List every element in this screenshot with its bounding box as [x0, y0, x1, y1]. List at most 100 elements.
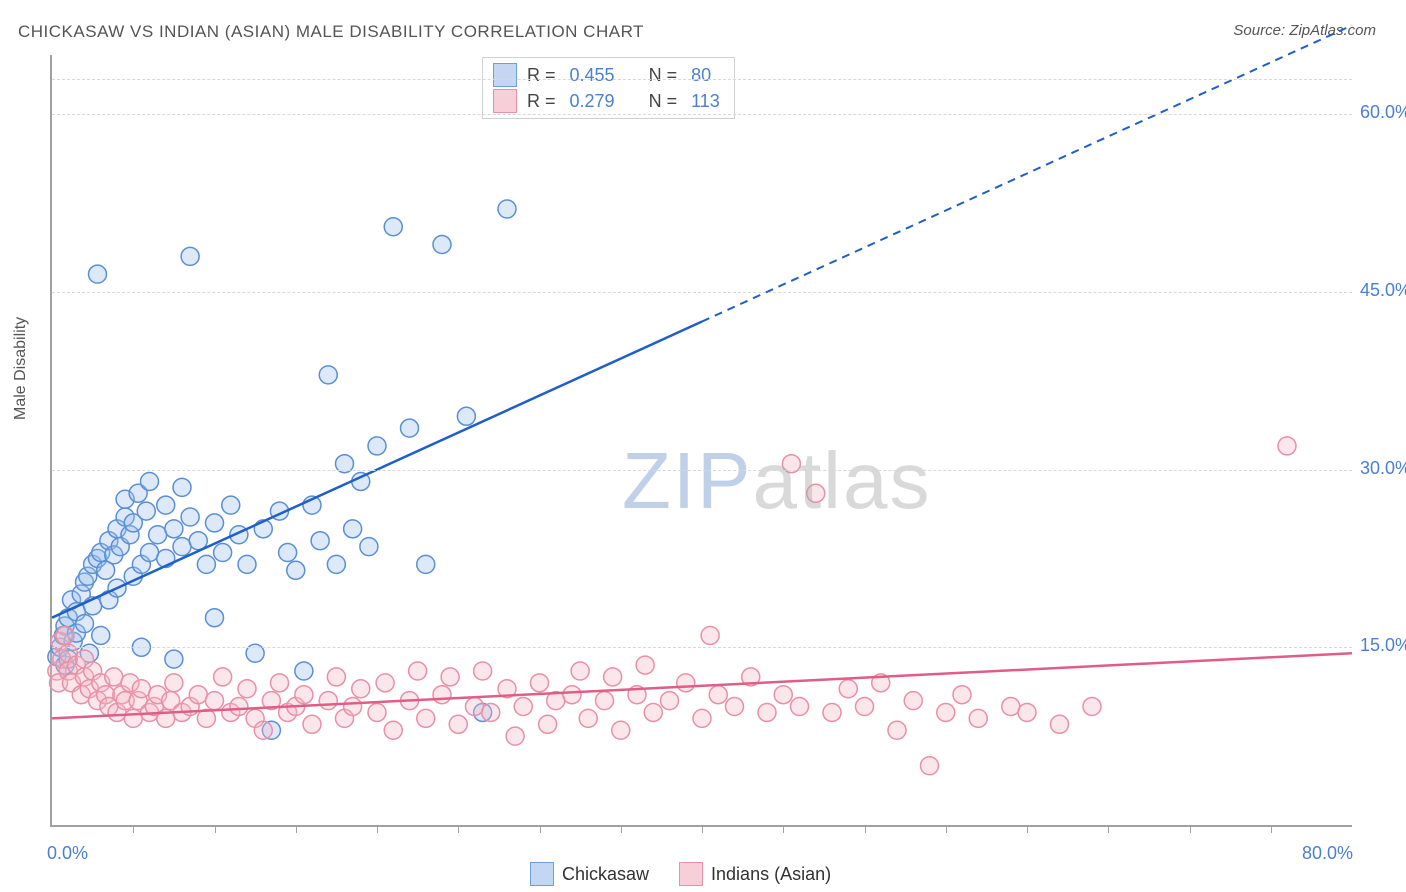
- scatter-point: [596, 692, 614, 710]
- scatter-point: [132, 680, 150, 698]
- scatter-point: [604, 668, 622, 686]
- scatter-point: [376, 674, 394, 692]
- scatter-point: [327, 555, 345, 573]
- scatter-point: [368, 437, 386, 455]
- scatter-point: [441, 668, 459, 686]
- scatter-point: [173, 538, 191, 556]
- scatter-point: [904, 692, 922, 710]
- scatter-point: [474, 662, 492, 680]
- scatter-point: [206, 514, 224, 532]
- scatter-point: [222, 496, 240, 514]
- scatter-point: [466, 698, 484, 716]
- scatter-point: [1278, 437, 1296, 455]
- n-label: N =: [649, 65, 678, 86]
- x-tick: [133, 825, 134, 833]
- scatter-point: [612, 721, 630, 739]
- n-value: 80: [691, 65, 711, 86]
- scatter-point: [165, 674, 183, 692]
- scatter-point: [1018, 703, 1036, 721]
- scatter-point: [319, 692, 337, 710]
- gridline: [52, 79, 1352, 80]
- scatter-point: [384, 721, 402, 739]
- scatter-point: [181, 247, 199, 265]
- bottom-legend: Chickasaw Indians (Asian): [530, 862, 831, 886]
- x-tick: [1190, 825, 1191, 833]
- scatter-point: [165, 650, 183, 668]
- scatter-point: [89, 265, 107, 283]
- scatter-point: [287, 561, 305, 579]
- gridline: [52, 292, 1352, 293]
- stat-legend: R = 0.455 N = 80R =0.279N =113: [482, 57, 735, 119]
- scatter-point: [327, 668, 345, 686]
- scatter-point: [661, 692, 679, 710]
- scatter-point: [449, 715, 467, 733]
- scatter-point: [433, 686, 451, 704]
- scatter-point: [506, 727, 524, 745]
- plot-svg: [52, 55, 1352, 825]
- scatter-point: [531, 674, 549, 692]
- scatter-point: [969, 709, 987, 727]
- scatter-point: [295, 662, 313, 680]
- scatter-point: [758, 703, 776, 721]
- legend-label: Indians (Asian): [711, 864, 831, 885]
- scatter-point: [92, 626, 110, 644]
- scatter-point: [197, 555, 215, 573]
- scatter-point: [384, 218, 402, 236]
- scatter-point: [319, 366, 337, 384]
- scatter-point: [141, 544, 159, 562]
- scatter-point: [173, 478, 191, 496]
- scatter-point: [214, 544, 232, 562]
- scatter-point: [482, 703, 500, 721]
- scatter-point: [165, 520, 183, 538]
- trend-line-dashed: [702, 25, 1352, 321]
- scatter-point: [937, 703, 955, 721]
- y-tick-label: 45.0%: [1360, 280, 1406, 301]
- scatter-point: [181, 508, 199, 526]
- scatter-point: [807, 484, 825, 502]
- scatter-point: [1002, 698, 1020, 716]
- scatter-point: [141, 472, 159, 490]
- scatter-point: [457, 407, 475, 425]
- x-tick: [621, 825, 622, 833]
- scatter-point: [368, 703, 386, 721]
- legend-swatch: [530, 862, 554, 886]
- scatter-point: [271, 674, 289, 692]
- scatter-point: [124, 709, 142, 727]
- scatter-point: [636, 656, 654, 674]
- scatter-point: [921, 757, 939, 775]
- legend-label: Chickasaw: [562, 864, 649, 885]
- r-label: R =: [527, 65, 556, 86]
- r-value: 0.455: [570, 65, 615, 86]
- legend-item: Indians (Asian): [679, 862, 831, 886]
- legend-item: Chickasaw: [530, 862, 649, 886]
- legend-swatch: [493, 63, 517, 87]
- scatter-point: [238, 555, 256, 573]
- x-tick: [1108, 825, 1109, 833]
- n-value: 113: [691, 91, 720, 112]
- scatter-point: [360, 538, 378, 556]
- scatter-point: [295, 686, 313, 704]
- scatter-point: [823, 703, 841, 721]
- x-tick: [946, 825, 947, 833]
- source-attribution: Source: ZipAtlas.com: [1233, 22, 1376, 39]
- gridline: [52, 647, 1352, 648]
- scatter-point: [563, 686, 581, 704]
- stat-legend-row: R =0.279N =113: [493, 88, 724, 114]
- chart-title: CHICKASAW VS INDIAN (ASIAN) MALE DISABIL…: [18, 22, 644, 42]
- x-tick: [1271, 825, 1272, 833]
- scatter-point: [677, 674, 695, 692]
- r-label: R =: [527, 91, 556, 112]
- y-tick-label: 30.0%: [1360, 458, 1406, 479]
- scatter-point: [401, 419, 419, 437]
- gridline: [52, 470, 1352, 471]
- legend-swatch: [679, 862, 703, 886]
- scatter-point: [149, 526, 167, 544]
- scatter-point: [279, 544, 297, 562]
- gridline: [52, 114, 1352, 115]
- scatter-point: [839, 680, 857, 698]
- scatter-point: [206, 609, 224, 627]
- scatter-point: [571, 662, 589, 680]
- x-tick: [783, 825, 784, 833]
- stat-legend-row: R = 0.455 N = 80: [493, 62, 724, 88]
- scatter-point: [433, 236, 451, 254]
